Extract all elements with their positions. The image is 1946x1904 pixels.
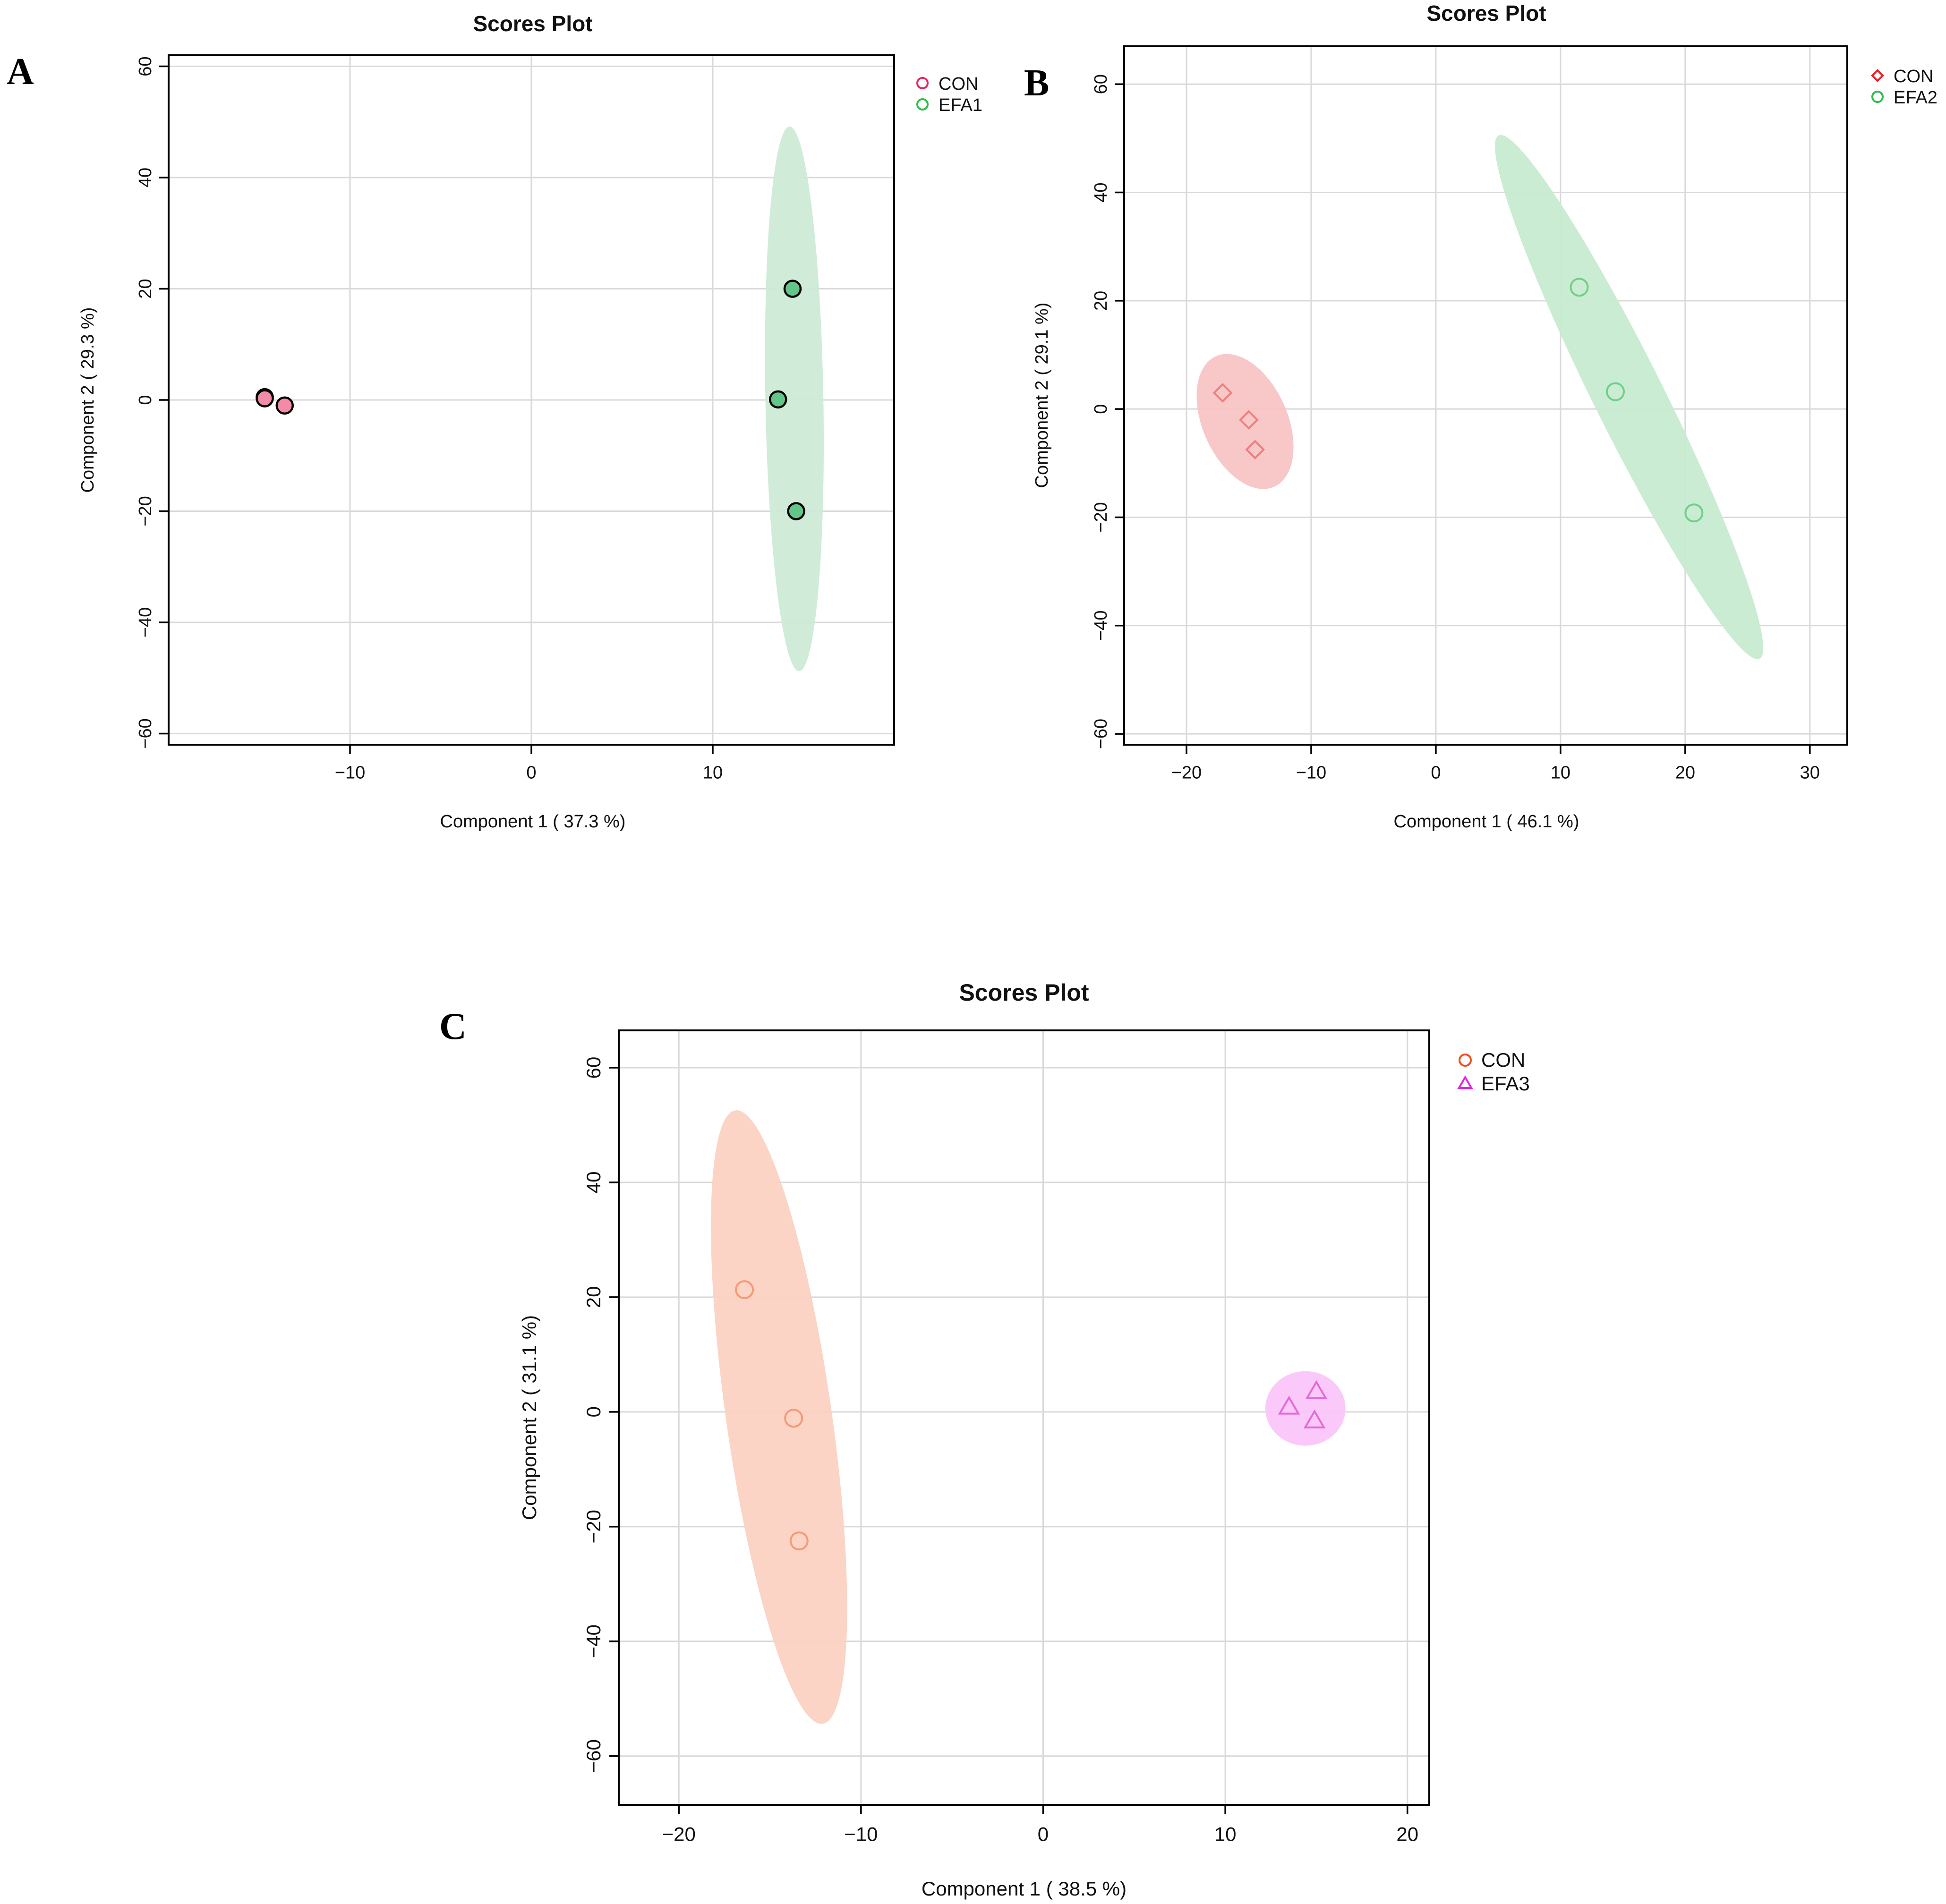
- legend-marker-con: [1871, 69, 1884, 82]
- ellipse-efa2: [1495, 135, 1764, 659]
- plot-frame: [618, 1029, 1430, 1806]
- legend-label-con: CON: [939, 74, 978, 94]
- confidence-ellipses: [765, 126, 824, 672]
- y-tick-label: −40: [582, 1624, 605, 1658]
- x-tick-label: −10: [844, 1823, 878, 1845]
- x-axis-label: Component 1 ( 46.1 %): [1394, 812, 1579, 832]
- y-axis-label: Component 2 ( 29.1 %): [1032, 303, 1052, 488]
- y-tick-label: 40: [1091, 182, 1111, 202]
- panel-c-chart: −20 −10 0 10 20 −60 −40 −20 0 20 40 60 Scores Plot Co…: [439, 979, 1530, 1900]
- y-tick-label: 0: [1091, 404, 1111, 414]
- x-tick-label: −10: [335, 763, 365, 782]
- y-tick-label: 40: [582, 1172, 605, 1194]
- y-tick-label: 40: [136, 168, 155, 187]
- x-tick-label: 10: [1214, 1823, 1237, 1845]
- x-tick-label: 10: [703, 763, 723, 782]
- point-con: [275, 396, 294, 415]
- y-tick-label: 20: [582, 1286, 605, 1309]
- y-tick-label: −40: [1091, 611, 1111, 641]
- y-tick-label: −40: [136, 607, 155, 638]
- y-tick-label: 20: [136, 279, 155, 298]
- legend-marker-con: [916, 77, 929, 89]
- x-tick-label: 0: [1431, 763, 1441, 782]
- x-axis-label: Component 1 ( 37.3 %): [440, 812, 626, 832]
- chart-title: Scores Plot: [473, 11, 592, 36]
- data-points: [735, 1280, 1328, 1551]
- y-axis-label: Component 2 ( 29.3 %): [78, 307, 98, 493]
- legend-label-efa2: EFA2: [1894, 88, 1937, 108]
- legend: CON EFA2: [1871, 67, 1937, 108]
- x-axis-label: Component 1 ( 38.5 %): [922, 1878, 1127, 1900]
- x-tick-label: 20: [1675, 763, 1695, 782]
- chart-title: Scores Plot: [1426, 1, 1546, 26]
- point-efa2: [1684, 503, 1704, 523]
- y-axis-label: Component 2 ( 31.1 %): [518, 1315, 540, 1520]
- x-tick-label: −20: [1171, 763, 1202, 782]
- x-tick-label: 0: [526, 763, 536, 782]
- y-tick-label: −20: [1091, 502, 1111, 532]
- ellipse-efa3: [1265, 1371, 1346, 1446]
- legend-marker-efa2: [1871, 91, 1884, 103]
- x-tick-label: −10: [1296, 763, 1326, 782]
- y-tick-label: 60: [1091, 74, 1111, 94]
- point-con: [1245, 440, 1265, 459]
- point-efa2: [1606, 382, 1625, 401]
- plot-frame: [1123, 45, 1848, 746]
- point-con: [1212, 382, 1233, 403]
- x-tick-label: 0: [1038, 1823, 1049, 1845]
- point-efa1: [783, 280, 802, 298]
- point-con: [256, 389, 274, 408]
- legend-label-con: CON: [1894, 67, 1933, 86]
- ellipse-con: [1196, 354, 1294, 489]
- x-tick-label: 10: [1551, 763, 1570, 782]
- y-tick-label: 0: [136, 395, 155, 405]
- legend-marker-efa1: [916, 98, 929, 110]
- point-con: [789, 1531, 809, 1551]
- point-efa3: [1305, 1380, 1328, 1399]
- point-efa1: [768, 390, 787, 409]
- confidence-ellipses: [1196, 135, 1764, 659]
- legend-label-efa3: EFA3: [1481, 1072, 1530, 1095]
- legend-label-efa1: EFA1: [939, 95, 982, 115]
- point-efa1: [787, 502, 805, 520]
- y-tick-label: −60: [136, 718, 155, 748]
- x-tick-label: 20: [1396, 1823, 1418, 1845]
- panel-c-letter: C: [439, 1006, 467, 1047]
- panel-b-chart: −20 −10 0 10 20 30 −60 −40 −20 0 20 40 60 Scores Plot…: [1024, 1, 1937, 832]
- y-tick-label: −60: [1091, 719, 1111, 749]
- ellipse-efa1: [765, 126, 824, 672]
- panel-a-letter: A: [7, 51, 34, 93]
- legend-marker-efa3: [1457, 1075, 1473, 1089]
- x-tick-label: 30: [1800, 763, 1820, 782]
- y-tick-label: 20: [1091, 291, 1111, 311]
- legend-marker-con: [1459, 1054, 1472, 1067]
- panel-a-chart: −10 0 10 −60 −40 −20 0 20 40 60 Scores Plot Compone…: [7, 11, 982, 832]
- point-con: [735, 1280, 754, 1300]
- legend-label-con: CON: [1481, 1049, 1525, 1071]
- point-efa2: [1570, 278, 1589, 297]
- y-tick-label: −60: [582, 1739, 605, 1773]
- point-con: [784, 1409, 803, 1428]
- point-efa3: [1303, 1409, 1326, 1428]
- chart-title: Scores Plot: [959, 979, 1089, 1006]
- y-tick-label: 0: [582, 1406, 605, 1417]
- y-tick-label: −20: [582, 1510, 605, 1543]
- panel-b-letter: B: [1024, 62, 1049, 104]
- point-con: [1239, 410, 1259, 430]
- point-efa3: [1278, 1395, 1300, 1415]
- x-tick-label: −20: [662, 1823, 696, 1845]
- data-points: [1212, 278, 1704, 523]
- y-tick-label: 60: [136, 56, 155, 76]
- y-tick-label: −20: [136, 496, 155, 526]
- data-points: [256, 280, 805, 520]
- ellipse-con: [711, 1110, 847, 1724]
- confidence-ellipses: [711, 1110, 1346, 1724]
- y-tick-label: 60: [582, 1057, 605, 1079]
